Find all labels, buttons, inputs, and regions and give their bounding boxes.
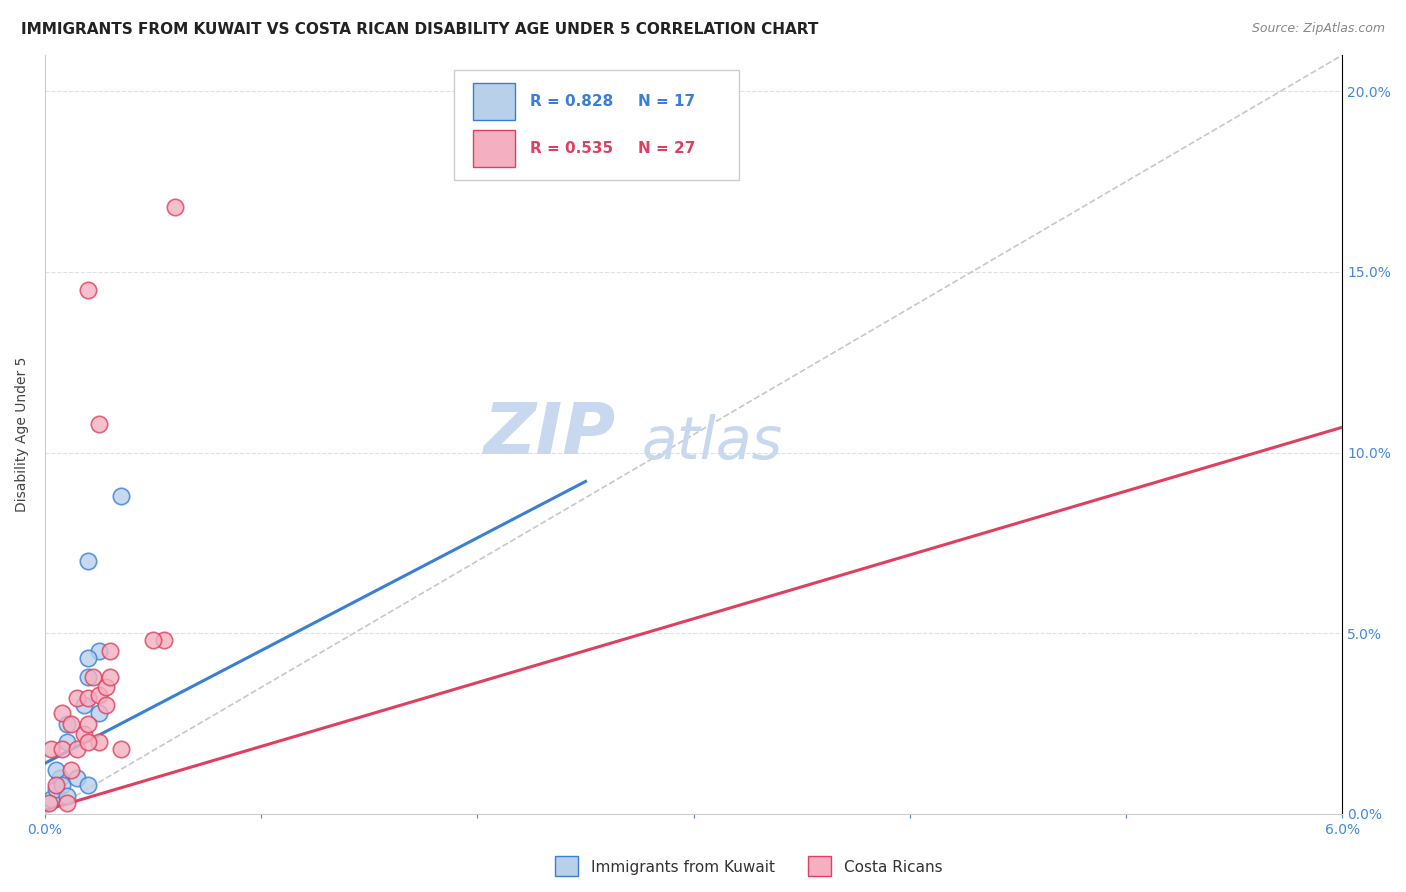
Point: [77, 734, 100, 748]
Point: [163, 200, 186, 214]
Point: [87, 417, 110, 431]
Text: N = 17: N = 17: [638, 94, 695, 109]
Point: [66, 771, 89, 785]
Point: [55, 716, 77, 731]
Point: [77, 691, 100, 706]
Point: [87, 734, 110, 748]
Point: [55, 789, 77, 803]
Text: Immigrants from Kuwait: Immigrants from Kuwait: [591, 860, 775, 874]
Text: Source: ZipAtlas.com: Source: ZipAtlas.com: [1251, 22, 1385, 36]
Point: [59, 716, 82, 731]
Point: [77, 283, 100, 297]
Point: [66, 691, 89, 706]
Point: [51, 778, 73, 792]
Text: N = 27: N = 27: [638, 141, 695, 156]
Point: [73, 727, 96, 741]
Text: IMMIGRANTS FROM KUWAIT VS COSTA RICAN DISABILITY AGE UNDER 5 CORRELATION CHART: IMMIGRANTS FROM KUWAIT VS COSTA RICAN DI…: [21, 22, 818, 37]
Point: [94, 698, 117, 713]
Point: [153, 633, 176, 648]
Point: [41, 792, 63, 806]
Point: [55, 796, 77, 810]
Point: [38, 796, 60, 810]
Point: [87, 688, 110, 702]
Text: R = 0.535: R = 0.535: [530, 141, 613, 156]
Point: [51, 706, 73, 720]
Point: [55, 734, 77, 748]
Point: [110, 489, 132, 503]
Point: [77, 554, 100, 568]
Point: [51, 741, 73, 756]
Point: [110, 741, 132, 756]
Point: [77, 778, 100, 792]
Point: [66, 741, 89, 756]
Point: [77, 669, 100, 683]
Y-axis label: Disability Age Under 5: Disability Age Under 5: [15, 357, 30, 512]
Text: ZIP: ZIP: [484, 400, 616, 469]
Point: [49, 771, 72, 785]
Point: [41, 741, 63, 756]
Point: [94, 681, 117, 695]
Point: [45, 781, 67, 796]
Point: [59, 764, 82, 778]
Point: [98, 644, 121, 658]
Point: [77, 651, 100, 665]
Point: [73, 698, 96, 713]
Point: [142, 633, 165, 648]
Bar: [472, 130, 515, 167]
Text: atlas: atlas: [641, 414, 783, 471]
Point: [77, 716, 100, 731]
Text: Costa Ricans: Costa Ricans: [844, 860, 942, 874]
Point: [87, 644, 110, 658]
Point: [82, 669, 104, 683]
Bar: [472, 83, 515, 120]
FancyBboxPatch shape: [454, 70, 740, 180]
Point: [87, 706, 110, 720]
Text: R = 0.828: R = 0.828: [530, 94, 613, 109]
Point: [45, 778, 67, 792]
Point: [98, 669, 121, 683]
Point: [45, 764, 67, 778]
